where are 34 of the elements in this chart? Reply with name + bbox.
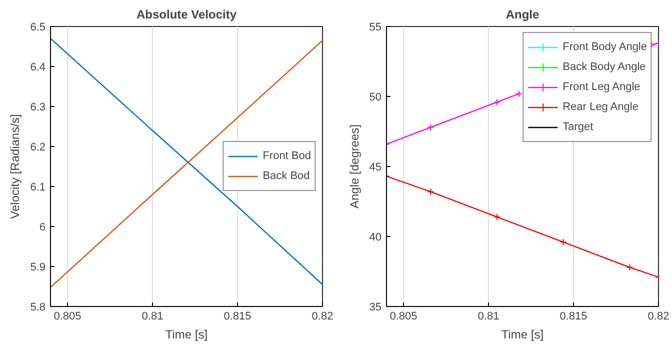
legend-label: Front Bod	[262, 150, 311, 162]
x-tick-label: 0.805	[54, 310, 82, 322]
y-tick-label: 6.2	[30, 142, 46, 154]
y-tick-label: 6	[39, 222, 46, 234]
legend-label: Back Body Angle	[562, 61, 646, 73]
y-tick-label: 45	[369, 162, 382, 174]
y-axis-title: Velocity [Radians/s]	[8, 114, 22, 219]
legend-label: Rear Leg Angle	[562, 101, 638, 113]
x-tick-label: 0.805	[390, 310, 418, 322]
x-tick-label: 0.82	[648, 310, 670, 322]
legend-label: Front Body Angle	[562, 41, 647, 53]
y-tick-label: 40	[369, 232, 382, 244]
x-tick-label: 0.81	[142, 310, 164, 322]
y-tick-label: 6.1	[30, 182, 46, 194]
x-axis-title: Time [s]	[165, 328, 208, 342]
chart-title: Absolute Velocity	[136, 8, 237, 22]
y-tick-label: 6.5	[30, 22, 46, 34]
y-tick-label: 5.9	[30, 262, 46, 274]
legend-label: Front Leg Angle	[562, 81, 640, 93]
y-tick-label: 6.4	[30, 62, 46, 74]
y-tick-label: 35	[369, 302, 382, 314]
legend-label: Target	[562, 121, 594, 133]
y-tick-label: 50	[369, 92, 382, 104]
chart-title: Angle	[506, 8, 540, 22]
y-tick-label: 55	[369, 22, 382, 34]
y-tick-label: 6.3	[30, 102, 46, 114]
x-tick-label: 0.815	[224, 310, 252, 322]
x-tick-label: 0.82	[312, 310, 334, 322]
x-tick-label: 0.81	[478, 310, 500, 322]
legend-label: Back Bod	[262, 170, 310, 182]
x-tick-label: 0.815	[560, 310, 588, 322]
y-axis-title: Angle [degrees]	[347, 124, 362, 209]
y-tick-label: 5.8	[30, 302, 46, 314]
x-axis-title: Time [s]	[501, 328, 544, 342]
